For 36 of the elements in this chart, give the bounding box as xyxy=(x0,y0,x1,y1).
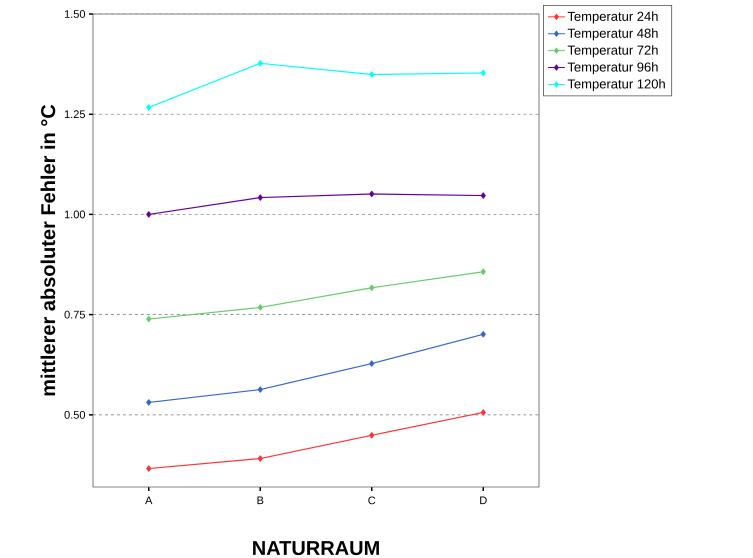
point xyxy=(480,330,486,338)
y-axis-title: mittlerer absoluter Fehler in °C xyxy=(40,104,56,396)
x-axis-title: NATURRAUM xyxy=(253,540,379,555)
point xyxy=(258,455,263,462)
point xyxy=(480,192,486,199)
point xyxy=(369,360,374,367)
point xyxy=(146,104,152,110)
point xyxy=(369,190,374,197)
y-tick-label: 1.50 xyxy=(64,10,86,18)
point xyxy=(258,386,263,393)
x-tick-label: A xyxy=(145,496,152,504)
point xyxy=(480,268,486,275)
y-tick-label: 1.25 xyxy=(64,110,86,118)
point xyxy=(258,304,263,310)
point xyxy=(369,432,374,438)
point xyxy=(369,284,374,291)
point xyxy=(258,60,263,66)
point xyxy=(369,71,374,78)
x-tick-label: B xyxy=(257,496,264,504)
x-tick-label: C xyxy=(368,496,376,504)
point xyxy=(146,465,152,472)
legend-label: Temperatur 120h xyxy=(568,78,665,91)
x-tick-label: D xyxy=(480,496,487,504)
legend-label: Temperatur 24h xyxy=(568,11,658,24)
y-tick-label: 0.75 xyxy=(64,310,86,318)
y-tick-label: 0.50 xyxy=(64,410,86,419)
y-tick-label: 1.00 xyxy=(64,210,86,218)
point xyxy=(146,211,152,218)
legend-label: Temperatur 72h xyxy=(568,44,658,58)
point xyxy=(146,316,152,322)
point xyxy=(146,399,152,406)
point xyxy=(258,194,263,201)
point xyxy=(480,409,486,416)
legend-label: Temperatur 96h xyxy=(568,62,658,74)
legend-label: Temperatur 48h xyxy=(568,28,658,40)
point xyxy=(480,70,486,76)
